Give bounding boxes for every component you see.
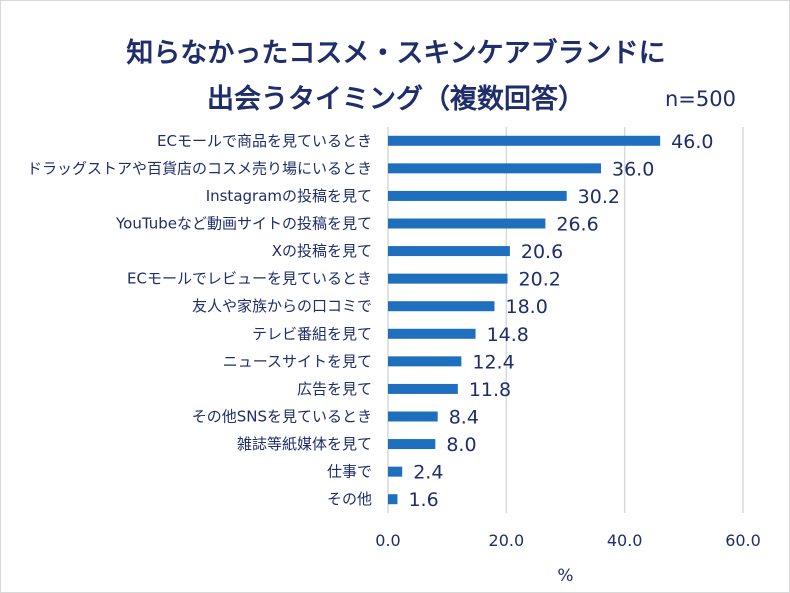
- category-label: 広告を見て: [297, 380, 372, 398]
- bar: [388, 190, 567, 201]
- bar: [388, 411, 438, 422]
- category-label: その他: [327, 490, 372, 508]
- sample-size-label: n=500: [665, 87, 736, 111]
- value-label: 20.6: [521, 241, 563, 263]
- category-label: Instagramの投稿を見て: [206, 187, 372, 205]
- value-label: 46.0: [671, 131, 713, 153]
- bar: [388, 246, 510, 257]
- bar: [388, 273, 508, 284]
- value-label: 8.4: [449, 407, 479, 429]
- chart-title-line2: 出会うタイミング（複数回答）: [207, 84, 585, 115]
- bar: [388, 439, 436, 450]
- category-label: テレビ番組を見て: [252, 325, 372, 343]
- value-label: 26.6: [556, 214, 598, 236]
- value-label: 8.0: [446, 434, 476, 456]
- bar: [388, 328, 476, 339]
- value-label: 30.2: [578, 186, 620, 208]
- category-label: ニュースサイトを見て: [223, 352, 372, 370]
- chart-title-line1: 知らなかったコスメ・スキンケアブランドに: [126, 38, 666, 69]
- value-label: 20.2: [519, 269, 561, 291]
- category-label: 雑誌等紙媒体を見て: [237, 435, 372, 453]
- bar: [388, 135, 661, 146]
- category-label: 友人や家族からの口コミで: [192, 297, 372, 315]
- value-label: 12.4: [472, 351, 514, 373]
- category-label: 仕事で: [327, 463, 372, 481]
- category-label: ECモールでレビューを見ているとき: [127, 270, 372, 288]
- bar: [388, 494, 398, 505]
- bar: [388, 301, 495, 312]
- value-label: 11.8: [469, 379, 511, 401]
- x-tick-label: 60.0: [725, 531, 761, 550]
- value-label: 14.8: [487, 324, 529, 346]
- category-label: Xの投稿を見て: [272, 242, 372, 260]
- bar: [388, 356, 462, 367]
- bar: [388, 163, 601, 174]
- category-label: ドラッグストアや百貨店のコスメ売り場にいるとき: [27, 159, 372, 177]
- bar: [388, 466, 403, 477]
- bar: [388, 218, 546, 229]
- category-label: その他SNSを見ているとき: [192, 408, 372, 426]
- value-label: 36.0: [612, 158, 654, 180]
- category-label: ECモールで商品を見ているとき: [157, 132, 372, 150]
- x-axis-label: %: [557, 566, 573, 586]
- bar: [388, 383, 458, 394]
- value-label: 1.6: [408, 489, 438, 511]
- x-tick-label: 0.0: [375, 531, 400, 550]
- value-label: 2.4: [413, 462, 443, 484]
- category-label: YouTubeなど動画サイトの投稿を見て: [115, 215, 372, 233]
- x-tick-label: 40.0: [607, 531, 643, 550]
- value-label: 18.0: [506, 296, 548, 318]
- x-tick-label: 20.0: [489, 531, 525, 550]
